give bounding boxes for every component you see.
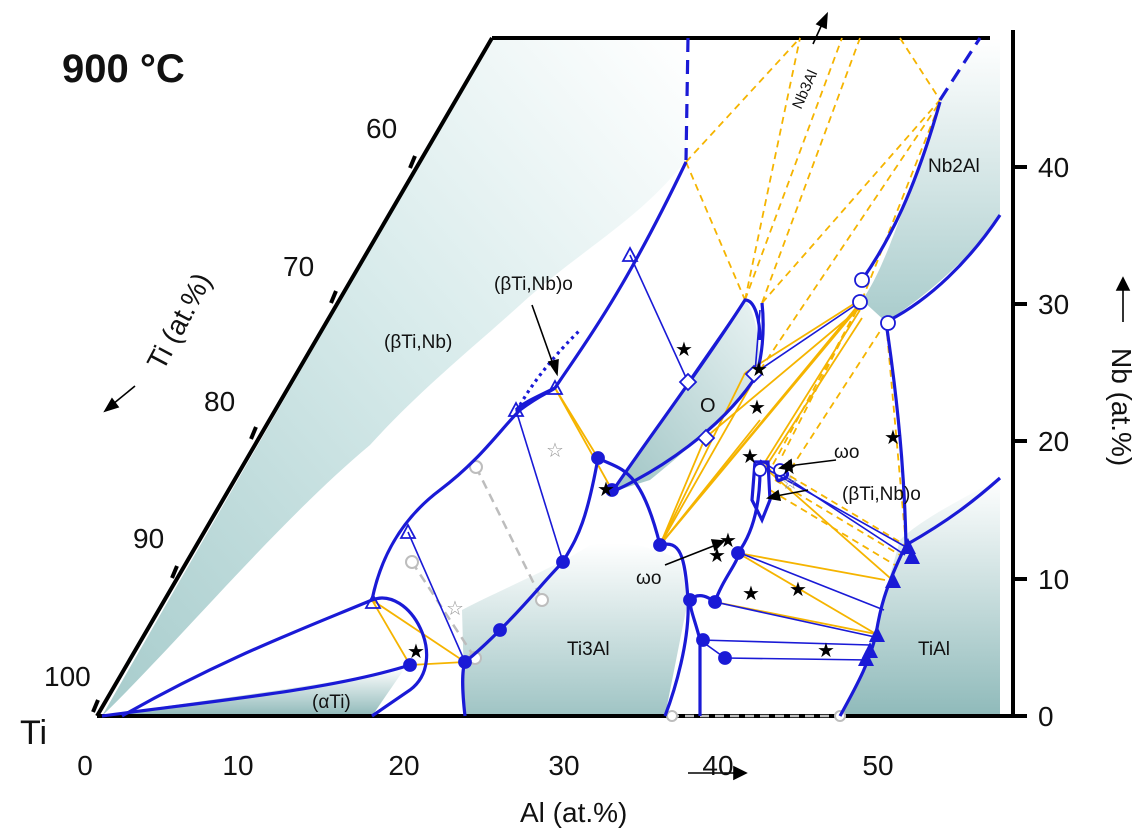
svg-text:★: ★ xyxy=(789,577,807,601)
ti-axis-label: Ti (at.%) xyxy=(141,268,218,375)
ti-tick-100: 100 xyxy=(44,661,91,692)
ti-tick-90: 90 xyxy=(133,523,164,554)
label-beta: (βTi,Nb) xyxy=(384,332,452,353)
gray-tie-lines xyxy=(410,466,840,718)
nb-tick-10: 10 xyxy=(1038,564,1069,595)
al-tick-0: 0 xyxy=(77,750,93,781)
ti-tick-70: 70 xyxy=(283,251,314,282)
orange-dashed-tie-lines xyxy=(685,37,941,566)
open-diamond-markers xyxy=(678,364,764,448)
region-beta xyxy=(102,38,688,716)
svg-text:★: ★ xyxy=(708,543,726,567)
label-tial: TiAl xyxy=(918,639,950,660)
region-nb2al xyxy=(862,38,1000,322)
al-tick-20: 20 xyxy=(388,750,419,781)
al-tick-50: 50 xyxy=(862,750,893,781)
al-tick-40: 40 xyxy=(702,750,733,781)
star-markers: ★ ☆ ☆ ★ ★ ★ ★ ★ ★ ★ ★ ★ ☆ ★ ★ ★ xyxy=(407,337,902,663)
dashed-boundaries xyxy=(684,37,982,161)
boundary-ti3al-top xyxy=(597,456,662,546)
open-triangle-markers xyxy=(364,246,639,609)
boundary-omega-loop xyxy=(750,460,772,524)
diagram-title: 900 °C xyxy=(62,47,185,91)
boundary-beta-outer xyxy=(121,596,429,718)
phase-regions xyxy=(102,38,1000,716)
al-tick-labels: 0 10 20 30 40 50 xyxy=(77,750,893,781)
svg-text:★: ★ xyxy=(884,425,902,449)
nb-tick-30: 30 xyxy=(1038,289,1069,320)
boundary-o-left xyxy=(610,298,762,493)
region-o xyxy=(612,300,760,492)
region-alpha-band xyxy=(102,668,405,716)
ti-tick-60: 60 xyxy=(366,113,397,144)
label-beta-o-right: (βTi,Nb)o xyxy=(842,484,921,505)
al-axis-label: Al (at.%) xyxy=(520,797,627,828)
nb-axis-label: Nb (at.%) xyxy=(1106,348,1137,466)
nb-tick-labels: 0 10 20 30 40 xyxy=(1038,152,1069,732)
boundary-alpha xyxy=(101,663,411,718)
label-o-phase: O xyxy=(700,395,716,417)
region-tial xyxy=(840,478,1000,716)
boundary-tial-right xyxy=(905,476,1002,547)
svg-text:★: ★ xyxy=(741,444,759,468)
frame xyxy=(95,30,1015,718)
nb-tick-20: 20 xyxy=(1038,426,1069,457)
boundary-o-right xyxy=(611,302,765,494)
boundary-nb2al-left xyxy=(860,101,942,281)
svg-text:★: ★ xyxy=(719,528,737,552)
svg-text:★: ★ xyxy=(742,581,760,605)
ti-axis-line xyxy=(95,36,494,718)
svg-text:★: ★ xyxy=(817,638,835,662)
label-omega-upper: ωo xyxy=(834,442,859,463)
label-omega-lower: ωo xyxy=(636,568,661,589)
svg-text:☆: ☆ xyxy=(781,470,799,494)
label-beta-o-upper: (βTi,Nb)o xyxy=(494,274,573,295)
svg-text:★: ★ xyxy=(407,639,425,663)
svg-text:☆: ☆ xyxy=(546,438,564,462)
svg-text:★: ★ xyxy=(748,395,766,419)
label-ti3al: Ti3Al xyxy=(567,639,610,660)
nb-axis-ticks xyxy=(1013,165,1027,718)
half-circle-markers xyxy=(403,272,896,672)
region-ti3al xyxy=(462,543,688,716)
svg-text:★: ★ xyxy=(750,357,768,381)
ti-axis-ticks xyxy=(91,155,417,713)
nb-tick-40: 40 xyxy=(1038,152,1069,183)
al-tick-10: 10 xyxy=(222,750,253,781)
svg-text:★: ★ xyxy=(597,477,615,501)
ti-tick-80: 80 xyxy=(204,386,235,417)
filled-triangle-markers xyxy=(858,538,920,666)
svg-text:★: ★ xyxy=(675,337,693,361)
svg-text:☆: ☆ xyxy=(446,596,464,620)
nb-tick-0: 0 xyxy=(1038,701,1054,732)
ti-tick-labels: 60 70 80 90 100 xyxy=(44,113,397,692)
dotted-boundary xyxy=(518,328,582,406)
label-nb2al: Nb2Al xyxy=(928,156,980,177)
al-tick-30: 30 xyxy=(548,750,579,781)
boundary-nb2al-right xyxy=(885,214,1002,324)
label-alpha: (αTi) xyxy=(312,692,351,713)
annotation-arrows xyxy=(103,11,1131,781)
ti-corner-label: Ti xyxy=(20,714,47,752)
